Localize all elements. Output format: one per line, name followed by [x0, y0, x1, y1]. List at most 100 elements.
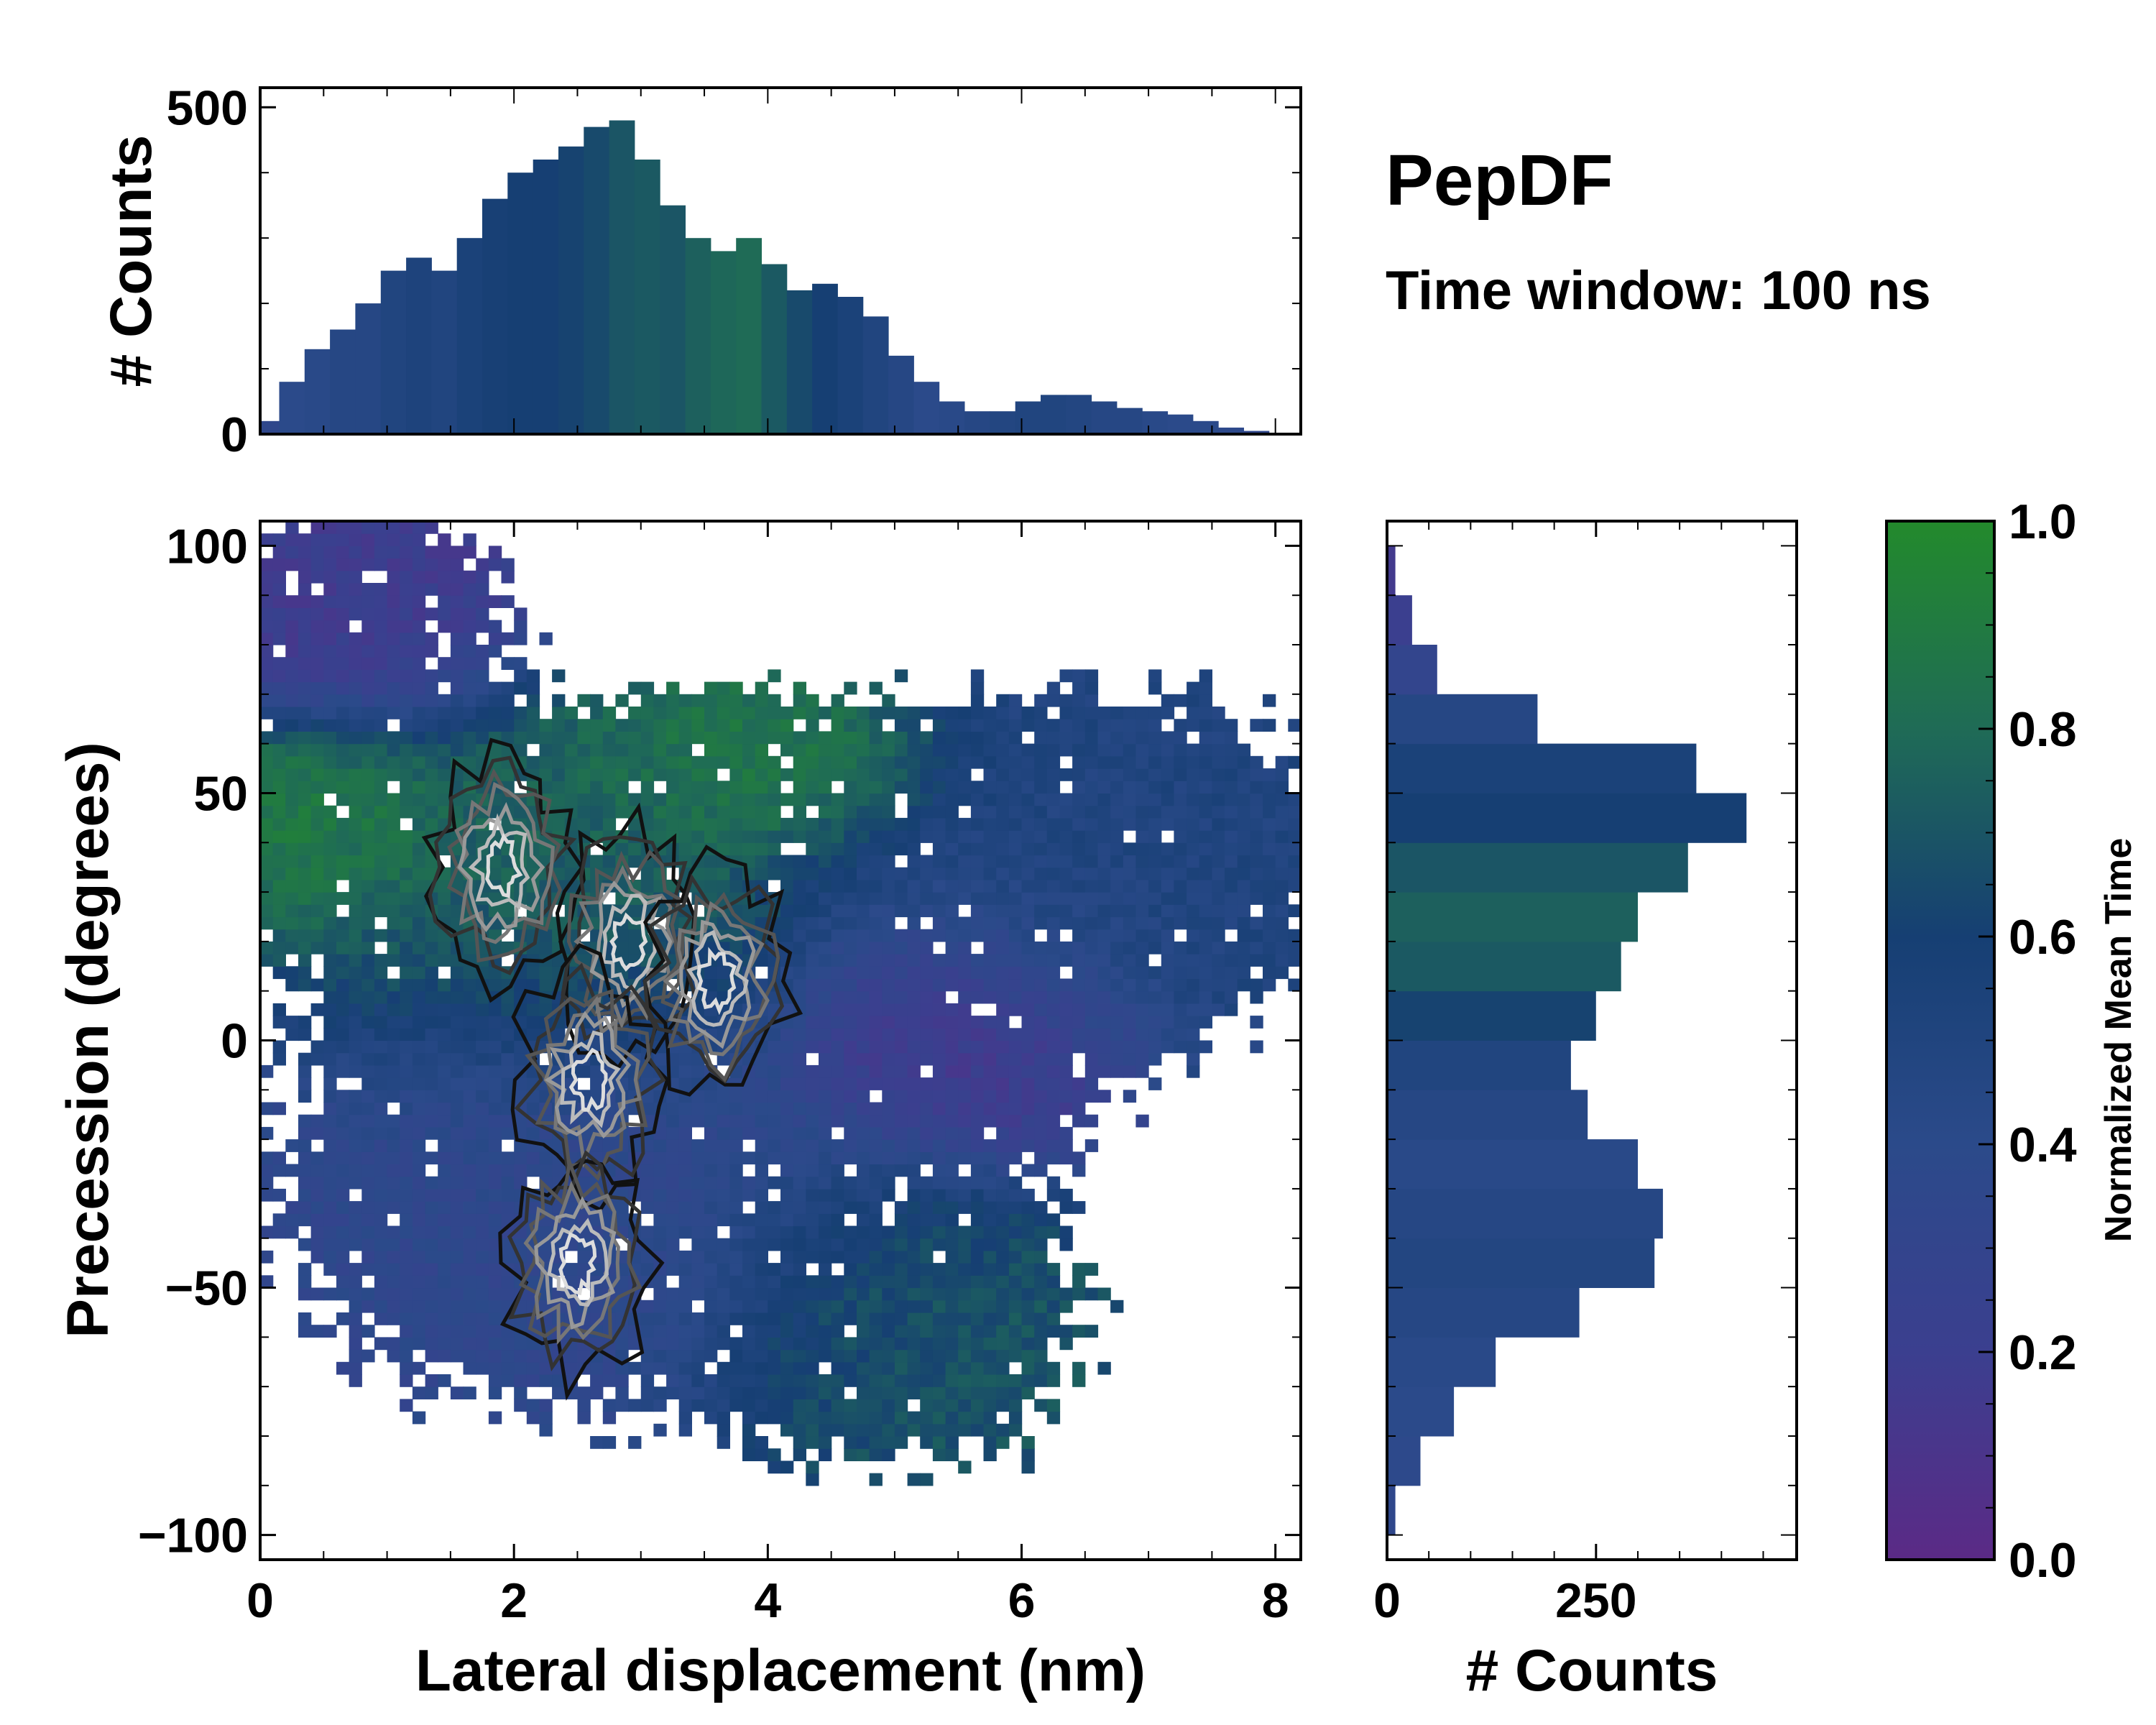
heatmap-cell	[501, 867, 515, 880]
heatmap-cell	[907, 929, 921, 942]
heatmap-cell	[412, 805, 426, 819]
heatmap-cell	[425, 1040, 438, 1054]
heatmap-cell	[729, 879, 743, 893]
heatmap-cell	[387, 867, 400, 880]
heatmap-cell	[844, 1225, 857, 1239]
heatmap-cell	[1072, 1361, 1086, 1375]
heatmap-cell	[400, 632, 413, 645]
heatmap-cell	[310, 1188, 324, 1202]
heatmap-cell	[678, 1250, 692, 1264]
heatmap-cell	[742, 1337, 756, 1351]
heatmap-cell	[793, 954, 806, 967]
heatmap-cell	[666, 1386, 680, 1399]
heatmap-cell	[945, 830, 959, 843]
heatmap-cell	[298, 1064, 312, 1078]
heatmap-cell	[983, 768, 997, 781]
heatmap-cell	[400, 570, 413, 584]
heatmap-cell	[285, 731, 299, 745]
heatmap-cell	[996, 817, 1010, 831]
heatmap-cell	[1046, 1052, 1061, 1066]
heatmap-cell	[272, 1164, 286, 1177]
heatmap-cell	[260, 533, 274, 546]
heatmap-cell	[932, 1114, 946, 1128]
heatmap-cell	[806, 1436, 819, 1449]
heatmap-cell	[285, 1225, 299, 1239]
heatmap-cell	[387, 1176, 400, 1190]
heatmap-cell	[336, 607, 350, 621]
heatmap-cell	[983, 1090, 997, 1103]
heatmap-cell	[285, 830, 299, 843]
heatmap-cell	[983, 805, 997, 819]
heatmap-cell	[1008, 1090, 1023, 1103]
heatmap-cell	[666, 719, 680, 732]
heatmap-cell	[1097, 855, 1111, 868]
heatmap-cell	[1034, 707, 1048, 719]
heatmap-cell	[958, 867, 972, 880]
heatmap-cell	[501, 570, 515, 584]
heatmap-cell	[1199, 954, 1212, 967]
colorbar-tick-label: 0.6	[2009, 910, 2077, 965]
heatmap-cell	[755, 1151, 768, 1165]
heatmap-cell	[932, 1325, 946, 1338]
heatmap-cell	[983, 892, 997, 905]
heatmap-cell	[310, 817, 324, 831]
heatmap-cell	[755, 1188, 768, 1202]
heatmap-cell	[970, 694, 985, 707]
heatmap-cell	[1072, 978, 1086, 992]
heatmap-cell	[1199, 781, 1212, 794]
heatmap-cell	[400, 805, 413, 819]
heatmap-cell	[438, 669, 451, 683]
heatmap-cell	[907, 707, 921, 719]
heatmap-cell	[996, 1349, 1010, 1363]
heatmap-cell	[387, 546, 400, 559]
heatmap-cell	[729, 1386, 743, 1399]
heatmap-cell	[272, 1003, 286, 1016]
heatmap-cell	[793, 1028, 806, 1041]
heatmap-cell	[932, 743, 946, 757]
top-histogram-bar	[1218, 427, 1244, 434]
heatmap-cell	[1161, 768, 1175, 781]
density-contour	[544, 1011, 632, 1139]
heatmap-cell	[780, 731, 794, 745]
heatmap-cell	[704, 707, 718, 719]
heatmap-cell	[666, 1213, 680, 1227]
heatmap-cell	[1275, 817, 1289, 831]
heatmap-cell	[996, 1238, 1010, 1251]
heatmap-cell	[1034, 1003, 1048, 1016]
heatmap-cell	[1237, 904, 1250, 918]
heatmap-cell	[349, 990, 362, 1004]
right-x-tick-labels: 0 250	[1373, 1573, 1636, 1628]
heatmap-cell	[920, 1003, 934, 1016]
heatmap-cell	[1059, 1188, 1073, 1202]
heatmap-cell	[996, 879, 1010, 893]
heatmap-cell	[336, 966, 350, 980]
heatmap-cell	[1084, 1139, 1099, 1152]
heatmap-cell	[628, 929, 642, 942]
heatmap-cell	[844, 781, 857, 794]
heatmap-cell	[374, 1250, 388, 1264]
heatmap-cell	[907, 1238, 921, 1251]
heatmap-cell	[412, 570, 426, 584]
heatmap-cell	[819, 781, 832, 794]
heatmap-cell	[932, 1028, 946, 1041]
heatmap-cell	[361, 1102, 375, 1116]
heatmap-cell	[831, 1176, 844, 1190]
heatmap-cell	[310, 892, 324, 905]
heatmap-cell	[400, 521, 413, 534]
heatmap-cell	[983, 855, 997, 868]
heatmap-cell	[298, 533, 312, 546]
heatmap-cell	[945, 1275, 959, 1289]
heatmap-cell	[742, 1126, 756, 1140]
heatmap-cell	[323, 1151, 337, 1165]
heatmap-cell	[450, 632, 464, 645]
heatmap-cell	[1237, 855, 1250, 868]
heatmap-cell	[768, 1028, 781, 1041]
heatmap-cell	[907, 1300, 921, 1313]
heatmap-cell	[666, 1300, 680, 1313]
heatmap-cell	[577, 1250, 591, 1264]
heatmap-cell	[260, 879, 274, 893]
heatmap-cell	[476, 990, 489, 1004]
heatmap-cell	[1174, 904, 1187, 918]
heatmap-cell	[1034, 1300, 1048, 1313]
heatmap-cell	[653, 1337, 667, 1351]
